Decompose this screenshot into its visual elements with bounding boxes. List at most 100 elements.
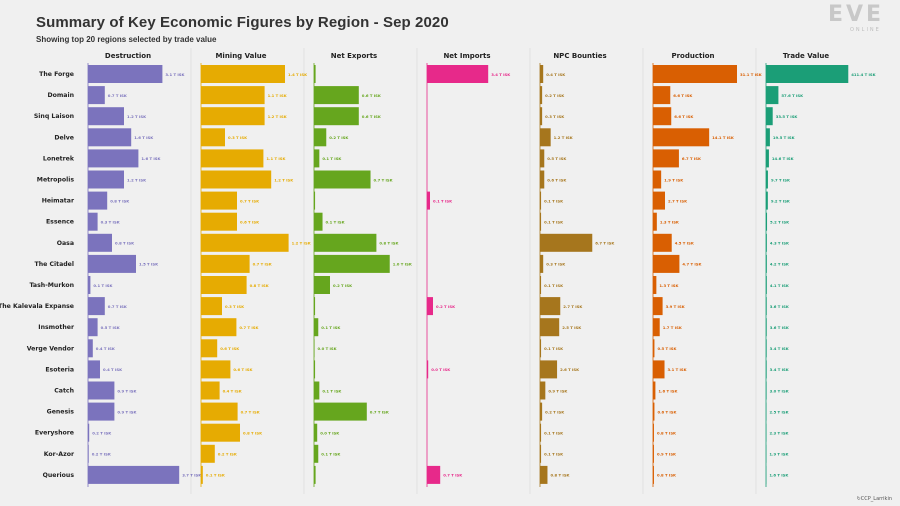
bar (88, 191, 108, 210)
data-label: 0.9 T ISK (657, 452, 677, 457)
data-label: 2.3 T ISK (769, 431, 789, 436)
bar (201, 233, 289, 252)
data-label: 6.6 T ISK (674, 114, 694, 119)
data-label: 0.2 T ISK (545, 93, 565, 98)
data-label: 1.2 T ISK (292, 241, 312, 246)
data-label: 14.6 T ISK (772, 156, 795, 161)
bar (540, 276, 542, 294)
category-label: Catch (54, 388, 74, 395)
bar (314, 297, 316, 316)
data-label: 0.3 T ISK (101, 220, 121, 225)
category-label: Querious (43, 472, 75, 479)
data-label: 2.7 T ISK (563, 304, 583, 309)
data-label: 0.1 T ISK (544, 198, 564, 203)
data-label: 14.1 T ISK (712, 135, 735, 140)
category-label: Metropolis (37, 177, 75, 184)
data-label: 0.1 T ISK (321, 452, 341, 457)
data-label: 0.7 T ISK (253, 262, 273, 267)
data-label: 0.2 T ISK (329, 135, 349, 140)
bar (427, 65, 489, 83)
bar (314, 465, 316, 484)
bar (766, 212, 768, 231)
data-label: 0.1 T ISK (322, 156, 342, 161)
data-label: 1.2 T ISK (127, 114, 147, 119)
data-label: 0.6 T ISK (362, 114, 382, 119)
bar (766, 254, 767, 273)
bar (427, 465, 441, 484)
data-label: 0.1 T ISK (544, 452, 564, 457)
bar (314, 191, 316, 210)
bar (314, 402, 367, 421)
bar (540, 233, 593, 252)
panel-header: Trade Value (783, 52, 830, 60)
bar (201, 381, 220, 400)
bar (201, 360, 231, 379)
data-label: 0.9 T ISK (117, 409, 137, 414)
data-label: 1.6 T ISK (141, 156, 161, 161)
bar (766, 149, 769, 168)
data-label: 3.9 T ISK (666, 304, 686, 309)
bar (653, 107, 672, 126)
bar (427, 191, 430, 210)
data-label: 0.3 T ISK (225, 304, 245, 309)
data-label: 1.3 T ISK (659, 283, 679, 288)
bar (540, 128, 551, 147)
data-label: 3.4 T ISK (770, 367, 790, 372)
panel-header: Net Exports (331, 52, 377, 60)
data-label: 0.7 T ISK (374, 177, 394, 182)
bar (314, 423, 318, 442)
data-label: 31.1 T ISK (740, 72, 763, 77)
bar (653, 360, 665, 379)
bar (766, 86, 779, 105)
bar (314, 360, 316, 379)
bar (766, 128, 770, 147)
category-label: Heimatar (42, 198, 75, 205)
bar (314, 444, 319, 463)
category-label: Verge Vendor (27, 345, 75, 352)
data-label: 0.7 T ISK (108, 304, 128, 309)
bar (540, 170, 545, 189)
data-label: 1.3 T ISK (660, 220, 680, 225)
data-label: 3.6 T ISK (770, 304, 790, 309)
bar (427, 297, 433, 316)
data-label: 2.5 T ISK (562, 325, 582, 330)
bar (766, 297, 767, 316)
bar (314, 339, 315, 358)
category-label: Tash-Murkon (30, 282, 74, 289)
category-label: Kor-Azor (44, 451, 75, 458)
data-label: 3.6 T ISK (770, 325, 790, 330)
data-label: 0.1 T ISK (544, 346, 564, 351)
category-label: The Citadel (34, 261, 74, 268)
bar (540, 465, 548, 484)
panel-header: Mining Value (215, 52, 266, 60)
data-label: 0.1 T ISK (544, 220, 564, 225)
bar (653, 254, 680, 273)
bar (653, 233, 672, 252)
bar (653, 149, 679, 168)
data-label: 9.2 T ISK (771, 198, 791, 203)
data-label: 3.7 T ISK (182, 473, 202, 478)
bar (201, 254, 250, 273)
data-label: 0.5 T ISK (547, 156, 567, 161)
bar (314, 65, 316, 83)
bar (314, 128, 327, 147)
chart-subtitle: Showing top 20 regions selected by trade… (36, 35, 217, 44)
data-label: 6.6 T ISK (673, 93, 693, 98)
bar (88, 212, 98, 231)
bar (540, 191, 542, 210)
data-label: 0.7 T ISK (443, 473, 463, 478)
bar (540, 254, 544, 273)
bar (766, 381, 767, 400)
data-label: 1.5 T ISK (139, 262, 159, 267)
bar (88, 86, 105, 105)
data-label: 0.1 T ISK (93, 283, 113, 288)
eve-online-logo: EVE ONLINE (828, 2, 894, 36)
bar (88, 402, 115, 421)
bar (766, 65, 849, 83)
bar (88, 128, 132, 147)
data-label: 0.0 T ISK (318, 346, 338, 351)
data-label: 0.3 T ISK (545, 114, 565, 119)
category-label: The Kalevala Expanse (0, 303, 74, 310)
data-label: 2.6 T ISK (560, 367, 580, 372)
data-label: 6.7 T ISK (595, 241, 615, 246)
